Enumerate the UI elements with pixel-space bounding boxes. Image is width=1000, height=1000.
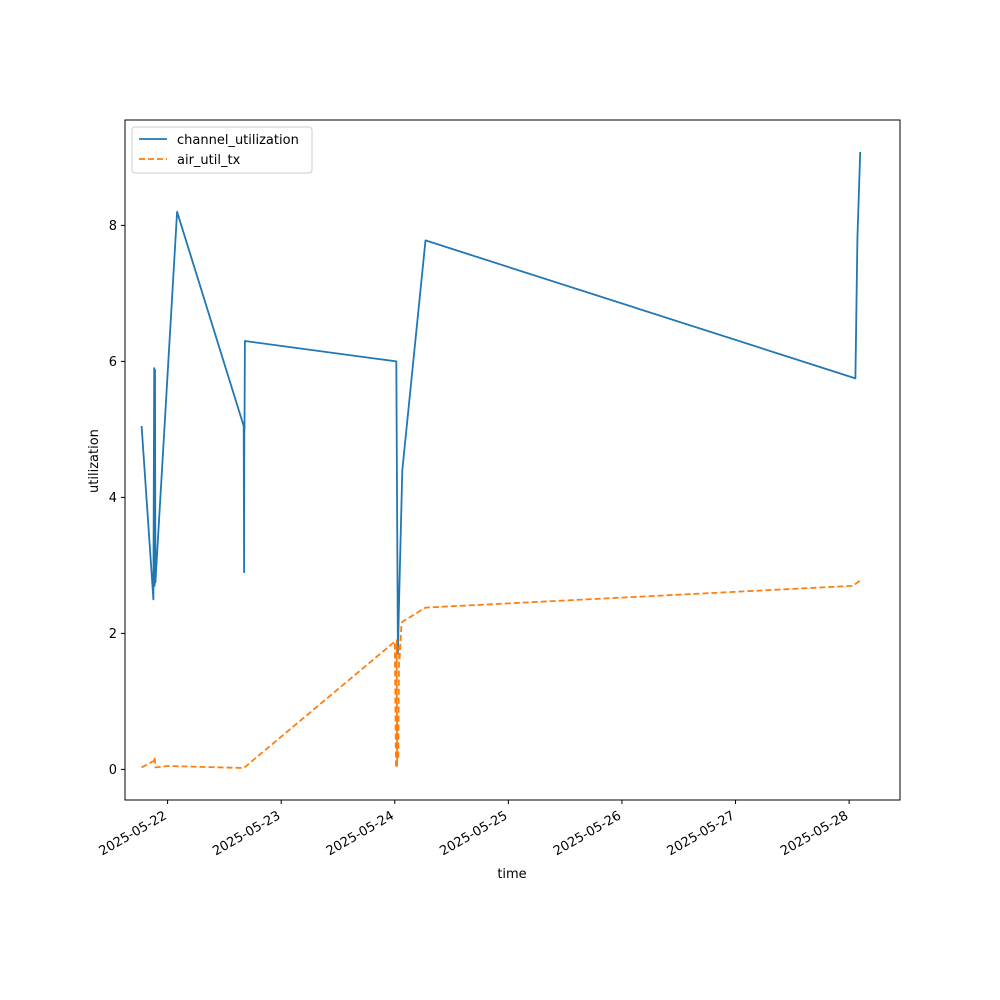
legend-box [131, 126, 313, 174]
legend: channel_utilization air_util_tx [131, 126, 313, 174]
series-lines [140, 151, 862, 769]
plot-frame [124, 119, 901, 801]
series-line-air-util-tx [141, 579, 861, 769]
y-tick-label: 2 [109, 627, 117, 642]
x-tick-label: 2025-05-27 [665, 808, 738, 859]
x-tick-label: 2025-05-26 [551, 808, 624, 859]
x-tick-label: 2025-05-22 [97, 808, 170, 859]
y-tick-label: 0 [109, 763, 117, 778]
x-axis-ticks: 2025-05-22 2025-05-23 2025-05-24 2025-05-25… [97, 800, 851, 859]
y-axis-ticks: 0 2 4 6 8 [109, 219, 125, 778]
x-tick-label: 2025-05-23 [210, 808, 283, 859]
x-tick-label: 2025-05-25 [437, 808, 510, 859]
series-line-channel-utilization [140, 151, 862, 655]
y-tick-label: 6 [109, 355, 117, 370]
legend-label-air-util-tx: air_util_tx [177, 153, 241, 168]
x-tick-label: 2025-05-28 [778, 808, 851, 859]
y-axis-label: utilization [87, 429, 102, 493]
x-tick-label: 2025-05-24 [324, 808, 397, 859]
x-axis-label: time [497, 867, 526, 882]
y-tick-label: 4 [109, 491, 117, 506]
legend-label-channel-utilization: channel_utilization [177, 133, 299, 148]
y-tick-label: 8 [109, 219, 117, 234]
